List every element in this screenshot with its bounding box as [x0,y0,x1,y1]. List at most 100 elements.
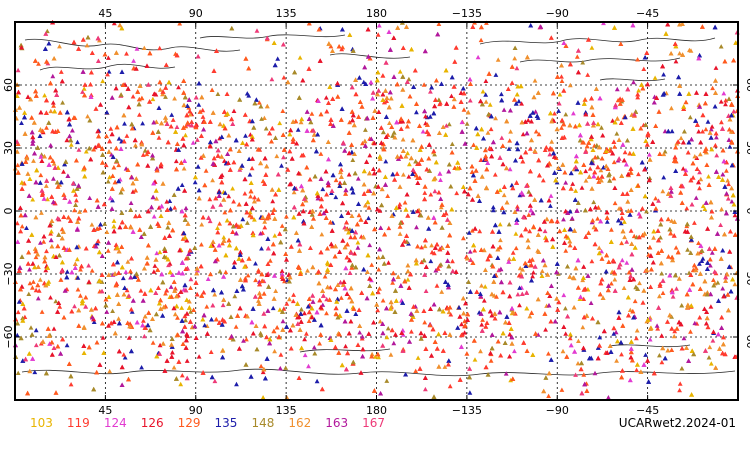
observation-point [353,311,359,316]
observation-point [81,86,87,91]
observation-point [575,361,581,366]
observation-point [530,274,535,279]
observation-point [592,370,598,376]
observation-point [397,231,403,236]
observation-point [597,335,603,340]
observation-point [319,232,325,237]
observation-point [641,66,647,71]
observation-point [635,95,641,100]
observation-point [479,283,484,288]
observation-point [157,87,163,92]
observation-point [703,126,709,132]
observation-point [157,45,163,51]
observation-point [215,225,220,230]
observation-point [611,331,617,336]
observation-point [423,114,428,119]
observation-point [636,88,641,93]
observation-point [673,59,679,64]
observation-point [338,169,343,175]
observation-point [636,171,641,177]
observation-point [220,302,226,308]
observation-point [696,240,701,245]
observation-point [107,368,113,374]
observation-point [526,189,532,194]
observation-point [519,101,524,106]
observation-point [375,32,381,37]
observation-point [514,65,520,71]
observation-point [43,183,49,188]
observation-point [166,262,171,268]
observation-point [719,206,724,212]
observation-point [280,108,286,113]
observation-point [207,196,213,202]
observation-point [451,96,457,102]
observation-point [461,107,467,112]
observation-point [150,96,156,102]
observation-point [497,222,503,227]
observation-point [299,116,305,122]
observation-point [168,284,174,289]
observation-point [587,166,593,171]
observation-point [87,195,93,200]
observation-point [447,383,453,389]
observation-point [333,194,339,200]
observation-point [624,260,630,265]
observation-point [231,108,237,113]
observation-point [697,185,702,191]
observation-point [449,93,454,98]
observation-point [27,267,32,272]
observation-point [284,214,289,219]
observation-point [616,206,622,211]
observation-point [57,44,62,49]
observation-point [27,280,33,286]
observation-point [346,172,352,177]
observation-point [507,138,513,143]
observation-point [542,147,548,152]
observation-point [480,89,486,94]
observation-point [501,192,507,198]
observation-point [231,199,236,204]
observation-point [576,338,581,343]
observation-point [581,264,587,269]
observation-point [30,285,35,290]
observation-point [144,63,150,68]
observation-point [302,352,308,358]
observation-point [224,91,230,96]
observation-point [692,220,697,225]
observation-point [105,72,110,77]
observation-point [656,198,661,203]
observation-point [262,225,268,230]
observation-point [257,100,262,105]
observation-point [19,224,25,229]
observation-point [466,230,472,235]
observation-point [68,382,74,387]
observation-point [14,220,20,226]
observation-point [570,181,576,186]
observation-point [27,368,33,374]
observation-point [432,188,438,194]
observation-point [31,279,36,284]
observation-point [552,111,557,116]
observation-point [477,228,483,234]
observation-point [611,159,617,165]
observation-point [700,256,706,261]
observation-point [278,352,284,357]
observation-point [409,329,414,334]
observation-point [613,329,619,335]
observation-point [723,101,728,107]
observation-point [672,328,678,334]
observation-point [33,327,39,333]
observation-point [281,75,287,80]
observation-point [563,331,569,336]
observation-point [28,325,34,330]
observation-point [588,300,594,305]
observation-point [215,229,221,235]
observation-point [183,132,188,138]
observation-point [348,250,354,255]
observation-point [647,337,653,342]
observation-point [264,334,269,340]
observation-point [78,267,83,272]
observation-point [444,123,449,128]
observation-point [312,351,318,356]
observation-point [106,55,111,60]
